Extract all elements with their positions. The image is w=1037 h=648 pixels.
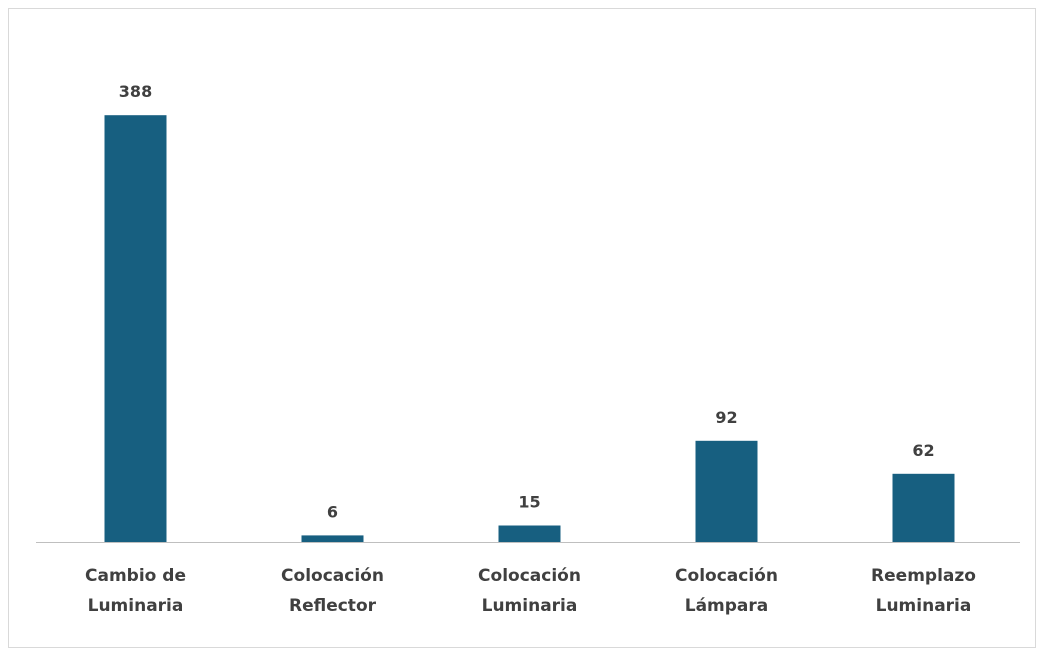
- bar-chart: 388 6 15 92 62 Cambio de Luminaria Colocación R…: [36, 82, 1020, 616]
- category-label-1: Colocación Reflector: [281, 566, 384, 616]
- data-label-4: 62: [912, 441, 934, 460]
- data-label-1: 6: [327, 502, 338, 521]
- bar-0: [104, 115, 167, 542]
- category-label-3: Colocación Lámpara: [675, 566, 778, 616]
- data-label-0: 388: [119, 82, 152, 101]
- category-label-line: Cambio de: [85, 566, 186, 586]
- bar-2: [498, 525, 561, 542]
- value-labels-group: 388 6 15 92 62: [119, 82, 935, 521]
- category-label-line: Luminaria: [88, 596, 184, 616]
- category-label-line: Colocación: [281, 566, 384, 586]
- category-label-line: Colocación: [478, 566, 581, 586]
- category-label-line: Reemplazo: [871, 566, 976, 586]
- bars-group: [104, 115, 955, 542]
- category-label-4: Reemplazo Luminaria: [871, 566, 976, 616]
- category-label-line: Colocación: [675, 566, 778, 586]
- bar-4: [892, 473, 955, 542]
- category-label-line: Luminaria: [876, 596, 972, 616]
- category-label-line: Luminaria: [482, 596, 578, 616]
- bar-1: [301, 535, 364, 542]
- category-label-line: Lámpara: [685, 596, 769, 616]
- data-label-2: 15: [518, 493, 540, 512]
- bar-3: [695, 440, 758, 542]
- category-label-0: Cambio de Luminaria: [85, 566, 186, 616]
- category-label-2: Colocación Luminaria: [478, 566, 581, 616]
- data-label-3: 92: [715, 408, 737, 427]
- category-label-line: Reflector: [289, 596, 377, 616]
